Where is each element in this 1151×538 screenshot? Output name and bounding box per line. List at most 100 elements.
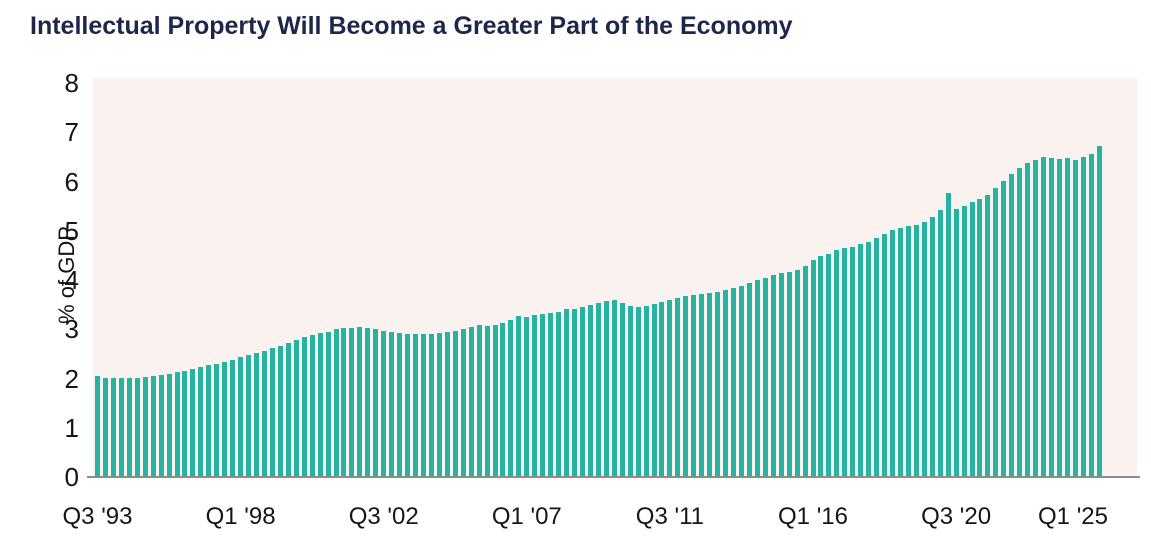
bar bbox=[738, 286, 744, 477]
bar bbox=[436, 333, 442, 477]
bar bbox=[341, 328, 347, 477]
bar bbox=[532, 315, 538, 477]
chart-title: Intellectual Property Will Become a Grea… bbox=[30, 12, 793, 40]
bar bbox=[675, 298, 681, 477]
bar bbox=[420, 334, 426, 477]
y-tick-label: 1 bbox=[64, 412, 79, 443]
bar bbox=[1033, 160, 1039, 477]
bar bbox=[460, 329, 466, 477]
bar bbox=[309, 335, 315, 477]
bar bbox=[842, 248, 848, 477]
bar bbox=[1009, 174, 1015, 477]
bar bbox=[484, 326, 490, 477]
bar bbox=[691, 295, 697, 477]
bar bbox=[1001, 181, 1007, 477]
bar bbox=[810, 260, 816, 477]
bar bbox=[540, 314, 546, 477]
bar bbox=[444, 332, 450, 477]
bar bbox=[325, 332, 331, 477]
bar bbox=[206, 365, 212, 477]
bar bbox=[110, 378, 116, 477]
bar bbox=[118, 378, 124, 477]
bar bbox=[428, 334, 434, 477]
bar bbox=[166, 374, 172, 477]
bar bbox=[142, 377, 148, 477]
y-tick-label: 8 bbox=[64, 68, 79, 98]
bar bbox=[381, 331, 387, 477]
bar bbox=[500, 323, 506, 477]
bar bbox=[770, 275, 776, 477]
y-tick-label: 5 bbox=[64, 215, 79, 246]
bar bbox=[659, 302, 665, 477]
bar bbox=[1064, 158, 1070, 477]
bar bbox=[214, 364, 220, 477]
bar bbox=[683, 296, 689, 477]
bar bbox=[1096, 146, 1102, 477]
bar bbox=[357, 327, 363, 477]
bar bbox=[699, 294, 705, 477]
bar bbox=[182, 371, 188, 477]
bar bbox=[508, 320, 514, 477]
bar bbox=[603, 301, 609, 477]
bar bbox=[269, 348, 275, 477]
x-tick-label: Q3 '20 bbox=[921, 503, 992, 530]
bar bbox=[285, 343, 291, 477]
bar bbox=[373, 329, 379, 477]
bar bbox=[635, 307, 641, 477]
bar bbox=[715, 292, 721, 477]
bar bbox=[579, 307, 585, 477]
bar bbox=[850, 247, 856, 477]
bar bbox=[1049, 158, 1054, 477]
bar bbox=[707, 293, 713, 477]
bar bbox=[333, 329, 339, 477]
bar bbox=[1080, 157, 1086, 477]
bar bbox=[929, 217, 935, 477]
bar bbox=[937, 210, 943, 477]
bar bbox=[126, 378, 132, 477]
bar bbox=[134, 378, 140, 477]
y-tick-label: 4 bbox=[64, 265, 79, 295]
bar bbox=[619, 303, 625, 477]
bar bbox=[802, 266, 808, 477]
bar bbox=[174, 372, 180, 477]
y-tick-label: 2 bbox=[64, 363, 79, 394]
bar bbox=[261, 351, 267, 477]
bar bbox=[572, 309, 577, 477]
bar bbox=[556, 312, 562, 477]
bar bbox=[1017, 168, 1023, 477]
bar bbox=[564, 309, 570, 477]
bar bbox=[746, 283, 752, 477]
bar bbox=[452, 331, 458, 477]
bar bbox=[150, 376, 156, 477]
x-tick-label: Q3 '02 bbox=[348, 503, 419, 530]
bar bbox=[651, 304, 657, 477]
bar bbox=[921, 222, 927, 477]
bar bbox=[961, 206, 967, 477]
bar bbox=[778, 273, 784, 477]
y-tick-label: 6 bbox=[64, 166, 79, 197]
bar bbox=[246, 355, 252, 477]
bar bbox=[476, 325, 482, 477]
bar bbox=[587, 305, 593, 477]
bar bbox=[1088, 154, 1094, 477]
bar bbox=[667, 300, 673, 477]
bar bbox=[731, 288, 736, 477]
bar bbox=[1056, 159, 1062, 477]
bar bbox=[198, 367, 204, 477]
y-tick-label: 0 bbox=[64, 462, 79, 492]
bar bbox=[794, 270, 800, 477]
bar bbox=[874, 238, 880, 477]
bar bbox=[397, 333, 403, 477]
bar bbox=[365, 328, 371, 477]
bar bbox=[611, 300, 617, 477]
bar bbox=[858, 244, 864, 477]
bar bbox=[913, 225, 919, 477]
bar bbox=[524, 317, 530, 477]
plot-area bbox=[93, 78, 1137, 477]
x-tick-label: Q1 '16 bbox=[778, 503, 848, 530]
bar bbox=[1041, 157, 1047, 477]
bar bbox=[349, 328, 355, 477]
x-tick-label: Q1 '98 bbox=[205, 503, 276, 530]
bar bbox=[254, 353, 259, 477]
